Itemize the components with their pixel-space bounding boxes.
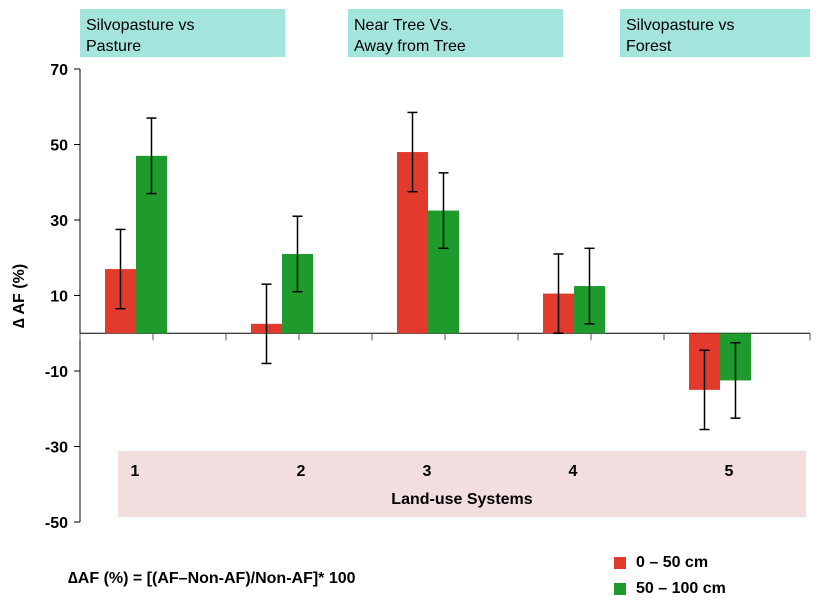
header-box-2-line2: Away from Tree [354, 38, 466, 55]
legend-swatch-50-100 [614, 583, 626, 595]
x-axis-label-band [118, 451, 806, 517]
legend-item-50-100: 50 – 100 cm [614, 576, 726, 602]
chart-labels: 70 50 30 10 -10 -30 -50 ∆ AF (%) 1 2 3 4 5 [11, 62, 734, 532]
y-tick-label: 70 [50, 62, 68, 79]
header-box-1-line1: Silvopasture vs [86, 17, 195, 34]
legend-label-50-100: 50 – 100 cm [636, 580, 726, 597]
header-box-1-line2: Pasture [86, 38, 142, 55]
header-box-2-line1: Near Tree Vs. [354, 17, 453, 34]
y-tick-label: -10 [45, 364, 68, 381]
category-label: 2 [297, 463, 306, 480]
legend-item-0-50: 0 – 50 cm [614, 550, 726, 576]
header-box-3-line1: Silvopasture vs [626, 17, 735, 34]
formula-text: ∆AF (%) = [(AF–Non-AF)/Non-AF]* 100 [68, 570, 356, 587]
legend-swatch-0-50 [614, 557, 626, 569]
header-box-3-line2: Forest [626, 38, 672, 55]
category-label: 4 [569, 463, 578, 480]
legend: 0 – 50 cm 50 – 100 cm [614, 550, 726, 602]
y-tick-label: -30 [45, 440, 68, 457]
chart-bars [105, 152, 751, 390]
y-tick-label: 50 [50, 138, 68, 155]
y-tick-label: -50 [45, 515, 68, 532]
y-tick-label: 10 [50, 289, 68, 306]
header-box-2: Near Tree Vs. Away from Tree [348, 9, 563, 57]
category-label: 5 [725, 463, 734, 480]
y-tick-label: 30 [50, 213, 68, 230]
header-box-3: Silvopasture vs Forest [620, 9, 810, 57]
header-box-1: Silvopasture vs Pasture [80, 9, 285, 57]
y-axis-label: ∆ AF (%) [11, 264, 28, 328]
category-label: 3 [423, 463, 432, 480]
chart-error-bars [115, 111, 741, 431]
x-axis-label: Land-use Systems [391, 491, 533, 508]
category-label: 1 [131, 463, 140, 480]
legend-label-0-50: 0 – 50 cm [636, 554, 709, 571]
